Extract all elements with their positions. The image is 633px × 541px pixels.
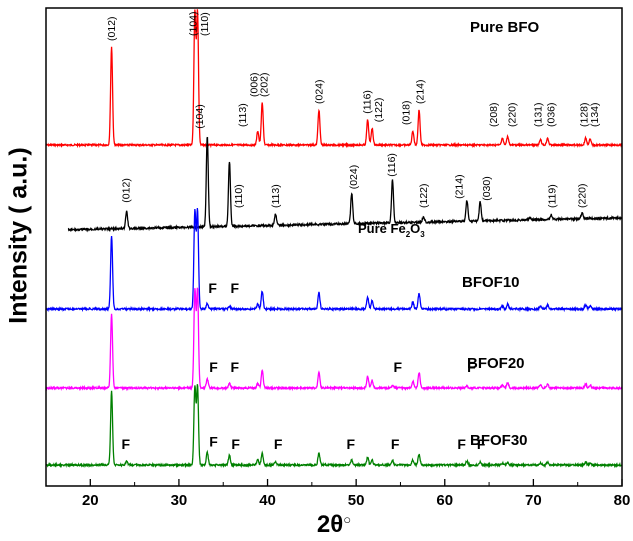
phase-marker-4-0: F: [122, 436, 131, 452]
phase-marker-2-0: F: [208, 280, 217, 296]
series-layer: [45, 9, 623, 469]
y-axis-label-wrap: Intensity ( a.u.): [4, 0, 33, 470]
peak-label-1-9: (119): [547, 184, 559, 208]
peak-label-0-6: (024): [313, 79, 325, 104]
phase-marker-4-6: F: [457, 436, 466, 452]
peak-label-1-10: (220): [577, 183, 589, 208]
peak-label-0-15: (128): [578, 102, 590, 127]
peak-label-0-2: (110): [199, 12, 211, 36]
series-line-1: [67, 136, 623, 233]
peak-label-0-1: (104): [188, 11, 200, 36]
series-line-2: [45, 207, 623, 313]
phase-marker-3-1: F: [231, 359, 240, 375]
labels-layer: Pure BFO(012) (104) (110)(113)(006)(202) (0…: [106, 11, 601, 452]
phase-marker-4-1: F: [209, 433, 218, 449]
plot-frame: [45, 7, 623, 487]
peak-label-0-16: (134): [589, 102, 601, 127]
series-name-label-1: Pure Fe2O3: [358, 221, 425, 239]
x-axis-label-wrap: 2θ○: [46, 511, 622, 539]
x-axis-label: 2θ: [316, 511, 344, 538]
phase-marker-3-0: F: [209, 359, 218, 375]
x-tick-label-1: 30: [171, 492, 188, 509]
peak-label-0-11: (208): [488, 102, 500, 127]
x-tick-label-5: 70: [525, 492, 542, 509]
series-name-label-3: BFOF20: [467, 355, 525, 372]
series-name-label-4: BFOF30: [470, 432, 528, 449]
peak-label-0-0: (012): [106, 16, 118, 41]
x-tick-label-0: 20: [82, 492, 99, 509]
peak-label-0-5: (202): [259, 72, 271, 97]
peak-label-1-7: (214): [453, 174, 465, 199]
phase-marker-3-3: F: [467, 359, 476, 375]
phase-marker-4-4: F: [347, 436, 356, 452]
peak-label-1-8: (030): [481, 176, 493, 201]
peak-label-1-2: (110): [233, 184, 245, 208]
phase-marker-4-7: F: [477, 436, 486, 452]
peak-label-1-0: (012): [120, 178, 132, 203]
series-line-4: [45, 384, 623, 469]
peak-label-0-12: (220): [507, 102, 519, 127]
phase-marker-4-3: F: [274, 436, 283, 452]
x-axis: 20 30 40 50 60 70 80: [45, 479, 631, 509]
x-tick-label-6: 80: [614, 492, 631, 509]
peak-label-1-5: (116): [386, 153, 398, 177]
peak-label-0-4: (006): [249, 72, 261, 97]
peak-label-0-3: (113): [237, 103, 249, 127]
x-axis-unit: ○: [343, 512, 352, 527]
y-axis-label: Intensity ( a.u.): [4, 146, 33, 324]
x-tick-label-3: 50: [348, 492, 365, 509]
peak-label-1-1: (104): [194, 104, 206, 129]
series-line-0: [45, 9, 623, 149]
phase-marker-4-2: F: [231, 436, 240, 452]
series-line-3: [45, 287, 623, 392]
x-tick-label-2: 40: [259, 492, 276, 509]
phase-marker-4-5: F: [391, 436, 400, 452]
phase-marker-3-2: F: [394, 359, 403, 375]
peak-label-0-7: (116): [361, 90, 373, 114]
series-name-label-0: Pure BFO: [470, 19, 540, 36]
phase-marker-2-1: F: [231, 280, 240, 296]
peak-label-0-14: (036): [546, 102, 558, 127]
peak-label-1-6: (122): [418, 183, 430, 208]
peak-label-0-10: (214): [415, 79, 427, 104]
x-tick-label-4: 60: [436, 492, 453, 509]
peak-label-0-13: (131): [532, 102, 544, 127]
peak-label-0-9: (018): [400, 100, 412, 125]
peak-label-1-4: (024): [348, 165, 360, 190]
series-name-label-2: BFOF10: [462, 274, 520, 291]
peak-label-0-8: (122): [373, 98, 385, 123]
peak-label-1-3: (113): [270, 184, 282, 208]
